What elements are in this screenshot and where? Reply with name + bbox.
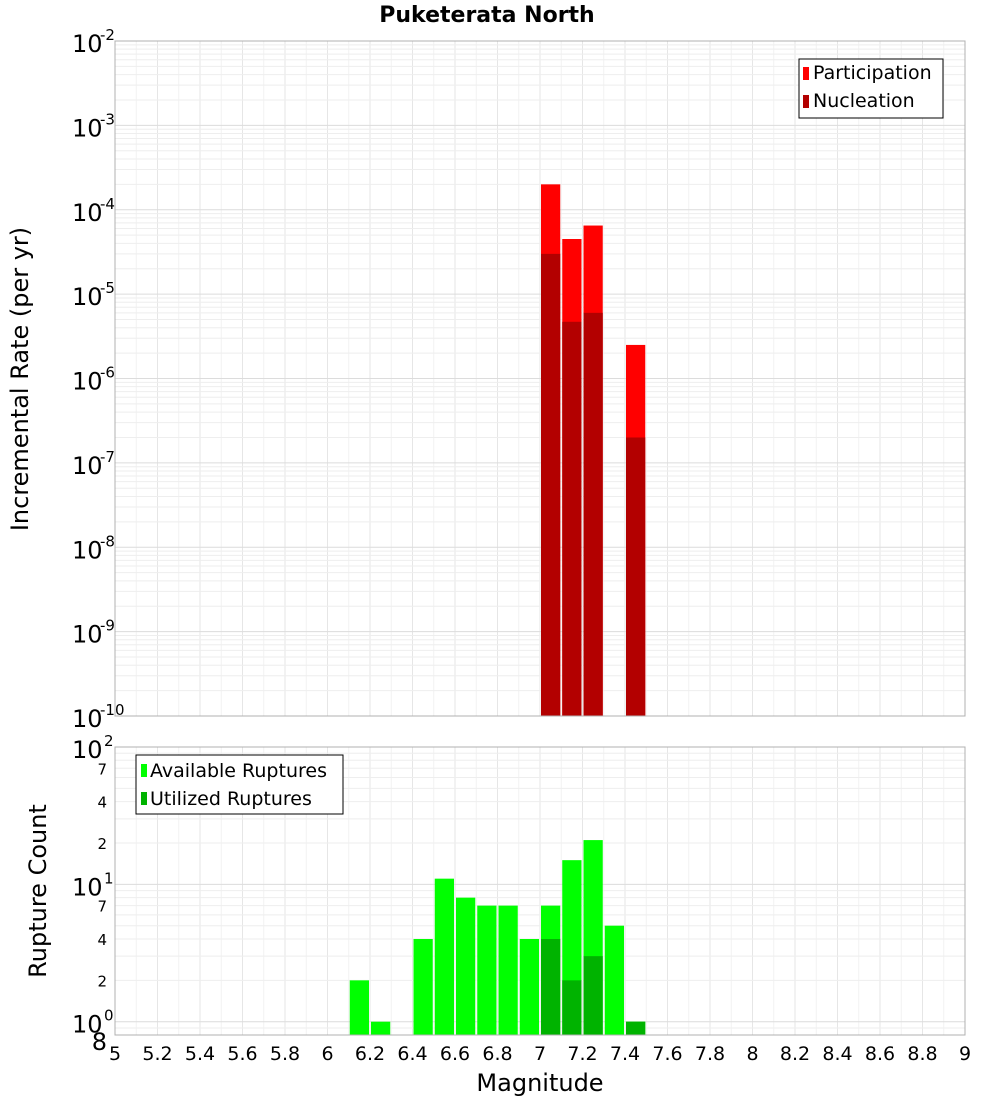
count-panel-grid <box>114 747 966 1036</box>
rate-y-tick-exponent: -4 <box>100 195 115 213</box>
magnitude-x-tick-label: 5.8 <box>270 1043 300 1065</box>
count-y-tick-exponent: 0 <box>104 1007 114 1025</box>
available-ruptures-bar <box>498 905 518 1035</box>
available-ruptures-bar <box>604 925 624 1035</box>
magnitude-x-tick-label: 5.2 <box>142 1043 172 1065</box>
count-legend: Available Ruptures Utilized Ruptures <box>135 754 344 815</box>
available-ruptures-bar <box>413 939 433 1035</box>
rate-y-tick-exponent: -9 <box>100 617 115 635</box>
participation-legend-label: Participation <box>813 62 932 84</box>
count-y-tick-exponent: 2 <box>104 732 114 750</box>
count-y-tick-label: 10 <box>72 1011 103 1039</box>
rate-y-tick-exponent: -2 <box>100 26 115 44</box>
count-panel-frame <box>114 746 966 1036</box>
count-y-minor-tick-label: 2 <box>97 835 107 853</box>
count-panel-x-ticks: 5 5.2 5.4 5.6 5.8 6 6.2 6.4 6.6 6.8 7 7.2 7.4 7.6 7.8 8… <box>109 1043 971 1065</box>
count-y-axis-label: Rupture Count <box>24 804 52 978</box>
magnitude-x-tick-label: 8.4 <box>822 1043 852 1065</box>
count-y-minor-tick-label: 4 <box>97 931 107 949</box>
rate-legend: Participation Nucleation <box>798 58 944 119</box>
rate-panel-bars <box>541 184 646 717</box>
utilized-legend-label: Utilized Ruptures <box>150 788 312 810</box>
nucleation-legend-swatch <box>803 95 809 108</box>
nucleation-bar <box>541 253 561 716</box>
available-ruptures-bar <box>434 878 454 1035</box>
available-ruptures-bar <box>371 1021 391 1035</box>
magnitude-x-tick-label: 6.2 <box>355 1043 385 1065</box>
rate-y-tick-exponent: -3 <box>100 110 115 128</box>
available-legend-swatch <box>141 764 147 777</box>
rate-y-tick-label: 10 <box>72 705 103 733</box>
count-y-tick-label: 10 <box>72 873 103 901</box>
available-ruptures-bar <box>349 980 369 1035</box>
count-y-tick-exponent: 1 <box>104 869 114 887</box>
rate-y-tick-label: 10 <box>72 621 103 649</box>
count-y-minor-tick-label: 8 <box>92 1028 107 1056</box>
participation-legend-swatch <box>803 67 809 80</box>
utilized-ruptures-bar <box>583 956 603 1035</box>
rate-y-tick-exponent: -8 <box>100 532 115 550</box>
magnitude-x-tick-label: 8 <box>746 1043 758 1065</box>
rate-panel-frame <box>114 40 966 717</box>
magnitude-x-tick-label: 6.4 <box>397 1043 427 1065</box>
rate-y-tick-label: 10 <box>72 114 103 142</box>
magnitude-x-tick-label: 5.4 <box>185 1043 215 1065</box>
rate-panel-grid <box>114 41 966 717</box>
rate-y-tick-label: 10 <box>72 199 103 227</box>
magnitude-x-tick-label: 8.2 <box>780 1043 810 1065</box>
utilized-ruptures-bar <box>541 939 561 1035</box>
rate-y-tick-exponent: -7 <box>100 448 115 466</box>
count-panel-bars <box>349 840 646 1035</box>
magnitude-x-tick-label: 5.6 <box>227 1043 257 1065</box>
utilized-ruptures-bar <box>626 1021 646 1035</box>
rate-y-tick-exponent: -5 <box>100 279 115 297</box>
rate-y-tick-label: 10 <box>72 536 103 564</box>
count-legend-box <box>135 754 344 815</box>
magnitude-x-tick-label: 7.8 <box>695 1043 725 1065</box>
magnitude-x-axis-label: Magnitude <box>476 1069 603 1097</box>
magnitude-x-tick-label: 7 <box>534 1043 546 1065</box>
magnitude-x-tick-label: 6.6 <box>440 1043 470 1065</box>
count-y-minor-tick-label: 7 <box>97 760 107 778</box>
nucleation-bar <box>626 437 646 716</box>
magnitude-x-tick-label: 7.2 <box>567 1043 597 1065</box>
rate-y-tick-label: 10 <box>72 283 103 311</box>
rate-y-tick-label: 10 <box>72 452 103 480</box>
count-y-minor-tick-label: 2 <box>97 972 107 990</box>
magnitude-x-tick-label: 8.8 <box>907 1043 937 1065</box>
rate-y-tick-exponent: -6 <box>100 364 115 382</box>
utilized-ruptures-bar <box>562 980 582 1035</box>
available-ruptures-bar <box>456 897 476 1035</box>
nucleation-bar <box>583 312 603 716</box>
chart-title: Puketerata North <box>379 3 594 28</box>
magnitude-x-tick-label: 7.4 <box>610 1043 640 1065</box>
magnitude-x-tick-label: 5 <box>109 1043 121 1065</box>
utilized-legend-swatch <box>141 792 147 805</box>
rate-y-axis-label: Incremental Rate (per yr) <box>6 227 34 531</box>
magnitude-x-tick-label: 8.6 <box>865 1043 895 1065</box>
available-ruptures-bar <box>477 905 497 1035</box>
count-y-minor-tick-label: 7 <box>97 898 107 916</box>
nucleation-legend-label: Nucleation <box>813 90 915 112</box>
magnitude-x-tick-label: 6.8 <box>482 1043 512 1065</box>
rate-y-tick-exponent: -10 <box>100 701 125 719</box>
count-y-minor-tick-label: 4 <box>97 794 107 812</box>
magnitude-x-tick-label: 6 <box>321 1043 333 1065</box>
magnitude-x-tick-label: 9 <box>959 1043 971 1065</box>
nucleation-bar <box>562 321 582 716</box>
rate-y-tick-label: 10 <box>72 368 103 396</box>
available-legend-label: Available Ruptures <box>150 760 327 782</box>
rate-legend-box <box>798 58 944 119</box>
available-ruptures-bar <box>519 939 539 1035</box>
magnitude-x-tick-label: 7.6 <box>652 1043 682 1065</box>
rate-y-tick-label: 10 <box>72 30 103 58</box>
count-y-tick-label: 10 <box>72 736 103 764</box>
